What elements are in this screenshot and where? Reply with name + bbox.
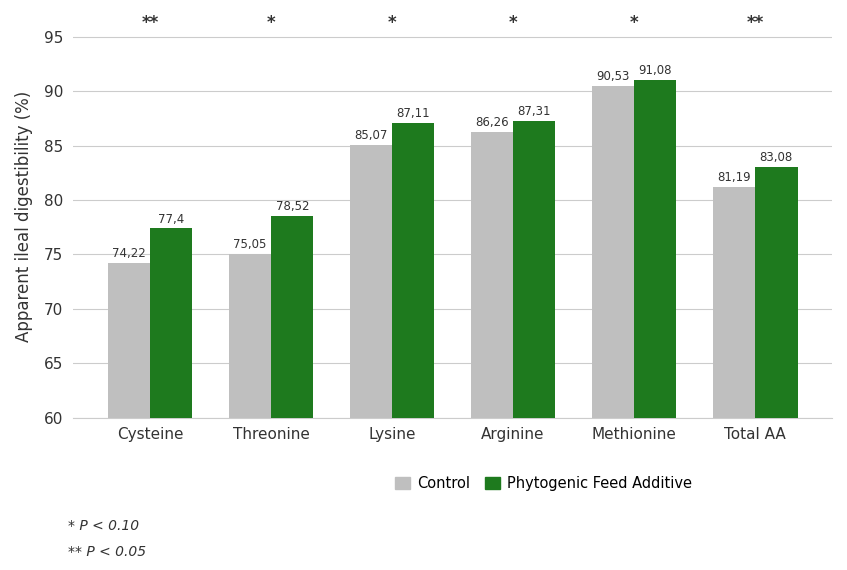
- Text: 74,22: 74,22: [112, 247, 146, 260]
- Text: 87,31: 87,31: [518, 105, 551, 118]
- Text: 78,52: 78,52: [275, 201, 309, 213]
- Text: *: *: [509, 14, 518, 31]
- Legend: Control, Phytogenic Feed Additive: Control, Phytogenic Feed Additive: [396, 476, 692, 491]
- Text: 86,26: 86,26: [475, 116, 509, 129]
- Text: 83,08: 83,08: [760, 151, 793, 164]
- Text: *: *: [267, 14, 275, 31]
- Bar: [350, 145, 392, 570]
- Bar: [634, 80, 677, 570]
- Text: *: *: [388, 14, 396, 31]
- Text: **: **: [746, 14, 764, 31]
- Bar: [713, 187, 756, 570]
- Text: 91,08: 91,08: [639, 64, 672, 77]
- Text: 75,05: 75,05: [233, 238, 267, 251]
- Text: 85,07: 85,07: [354, 129, 388, 142]
- Text: 87,11: 87,11: [396, 107, 430, 120]
- Text: 90,53: 90,53: [596, 70, 629, 83]
- Text: 81,19: 81,19: [717, 172, 750, 184]
- Text: **: **: [141, 14, 158, 31]
- Text: 77,4: 77,4: [158, 213, 185, 226]
- Text: *: *: [630, 14, 639, 31]
- Bar: [150, 229, 192, 570]
- Bar: [108, 263, 150, 570]
- Y-axis label: Apparent ileal digestibility (%): Apparent ileal digestibility (%): [15, 91, 33, 342]
- Bar: [756, 166, 798, 570]
- Text: ** P < 0.05: ** P < 0.05: [68, 544, 146, 559]
- Bar: [513, 121, 556, 570]
- Bar: [471, 132, 513, 570]
- Bar: [392, 123, 435, 570]
- Bar: [592, 86, 634, 570]
- Text: * P < 0.10: * P < 0.10: [68, 519, 139, 533]
- Bar: [229, 254, 271, 570]
- Bar: [271, 216, 313, 570]
